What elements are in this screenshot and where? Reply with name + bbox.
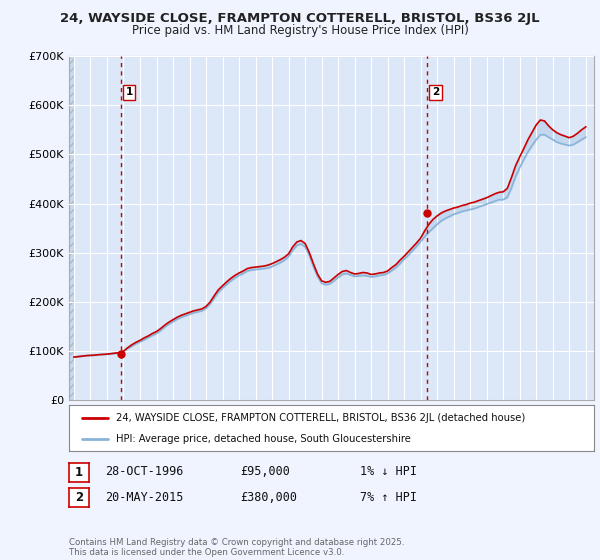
Text: 24, WAYSIDE CLOSE, FRAMPTON COTTERELL, BRISTOL, BS36 2JL: 24, WAYSIDE CLOSE, FRAMPTON COTTERELL, B… <box>60 12 540 25</box>
Text: Price paid vs. HM Land Registry's House Price Index (HPI): Price paid vs. HM Land Registry's House … <box>131 24 469 36</box>
Bar <box>69 56 74 400</box>
Text: 2: 2 <box>75 491 83 505</box>
Text: 1: 1 <box>75 465 83 479</box>
Text: 28-OCT-1996: 28-OCT-1996 <box>105 465 184 478</box>
Text: 7% ↑ HPI: 7% ↑ HPI <box>360 491 417 504</box>
Text: 2: 2 <box>432 87 439 97</box>
Text: HPI: Average price, detached house, South Gloucestershire: HPI: Average price, detached house, Sout… <box>116 434 411 444</box>
Text: 1% ↓ HPI: 1% ↓ HPI <box>360 465 417 478</box>
Text: £95,000: £95,000 <box>240 465 290 478</box>
Text: 24, WAYSIDE CLOSE, FRAMPTON COTTERELL, BRISTOL, BS36 2JL (detached house): 24, WAYSIDE CLOSE, FRAMPTON COTTERELL, B… <box>116 413 526 423</box>
Text: £380,000: £380,000 <box>240 491 297 504</box>
Text: 1: 1 <box>125 87 133 97</box>
Text: Contains HM Land Registry data © Crown copyright and database right 2025.
This d: Contains HM Land Registry data © Crown c… <box>69 538 404 557</box>
Text: 20-MAY-2015: 20-MAY-2015 <box>105 491 184 504</box>
